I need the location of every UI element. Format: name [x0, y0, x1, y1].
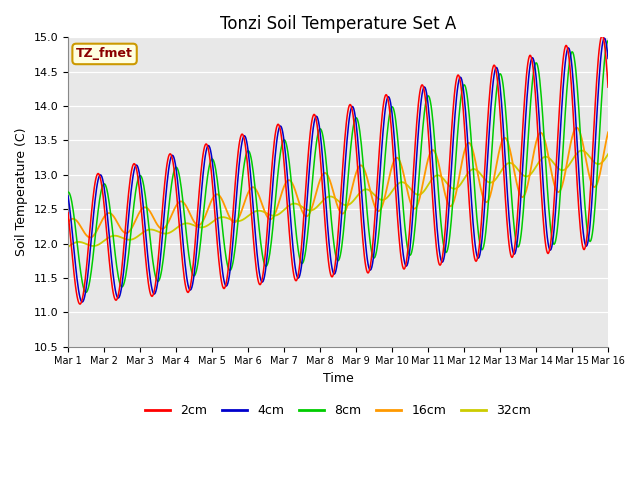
Title: Tonzi Soil Temperature Set A: Tonzi Soil Temperature Set A — [220, 15, 456, 33]
Text: TZ_fmet: TZ_fmet — [76, 48, 133, 60]
Legend: 2cm, 4cm, 8cm, 16cm, 32cm: 2cm, 4cm, 8cm, 16cm, 32cm — [140, 399, 536, 422]
Y-axis label: Soil Temperature (C): Soil Temperature (C) — [15, 128, 28, 256]
X-axis label: Time: Time — [323, 372, 353, 385]
